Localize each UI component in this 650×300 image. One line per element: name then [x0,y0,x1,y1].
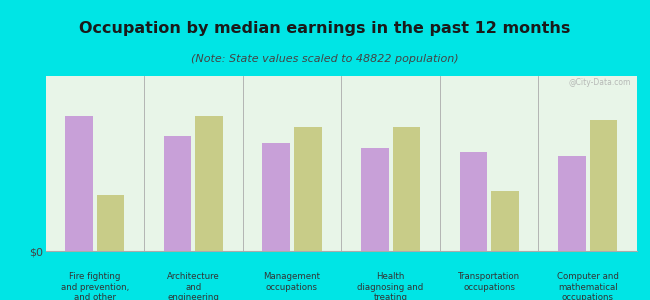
Text: Transportation
occupations: Transportation occupations [458,272,520,292]
Bar [491,190,519,251]
Text: Occupation by median earnings in the past 12 months: Occupation by median earnings in the pas… [79,21,571,36]
Bar [97,195,124,251]
Text: Fire fighting
and prevention,
and other
protective
service
workers
including
sup: Fire fighting and prevention, and other … [60,272,129,300]
Text: Health
diagnosing and
treating
practitioners
and other
technical
occupations: Health diagnosing and treating practitio… [358,272,424,300]
Bar [558,155,586,251]
Bar [294,127,322,251]
Bar [164,136,191,251]
Text: Computer and
mathematical
occupations: Computer and mathematical occupations [557,272,619,300]
Bar [361,148,389,251]
Text: (Note: State values scaled to 48822 population): (Note: State values scaled to 48822 popu… [191,54,459,64]
Bar [393,127,420,251]
Text: Architecture
and
engineering
occupations: Architecture and engineering occupations [167,272,220,300]
Bar [590,120,618,251]
Bar [65,116,93,251]
Bar [263,143,290,251]
Bar [460,152,487,251]
Bar [196,116,223,251]
Text: @City-Data.com: @City-Data.com [569,77,631,86]
Text: Management
occupations: Management occupations [263,272,320,292]
